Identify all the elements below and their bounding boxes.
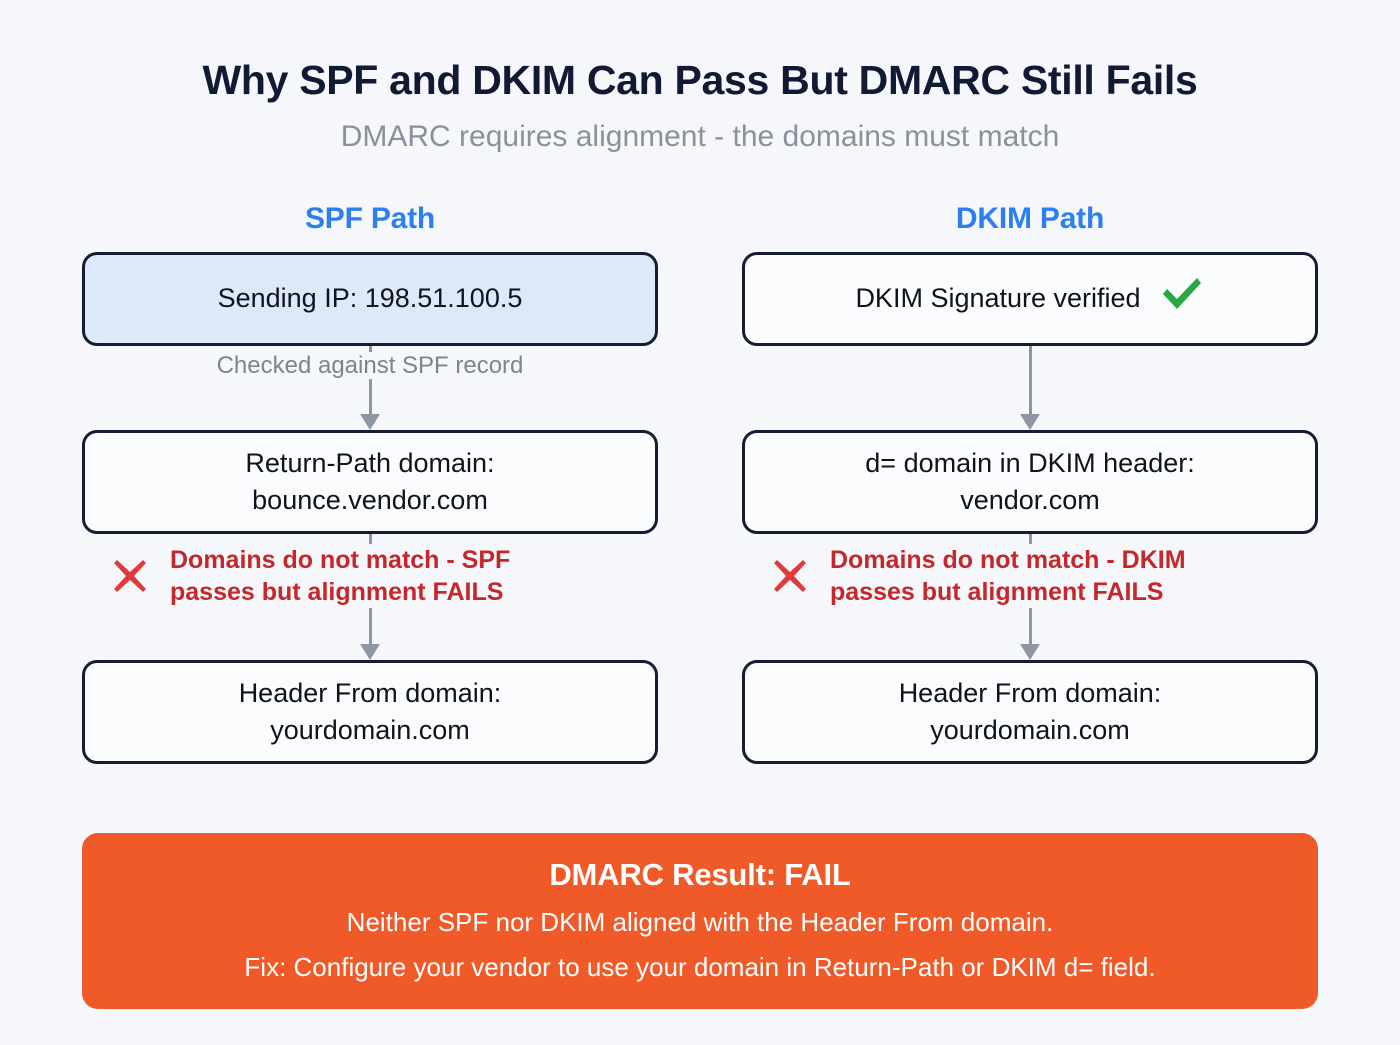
check-mark-icon [1159,274,1205,324]
connector-spf-2: Domains do not match - SPF passes but al… [82,534,658,660]
arrow-head-icon [1020,414,1040,430]
page-title: Why SPF and DKIM Can Pass But DMARC Stil… [202,57,1198,103]
node-spf-return-path: Return-Path domain: bounce.vendor.com [82,430,658,534]
connector-spf-1: Checked against SPF record [82,346,658,430]
arrow-head-icon [360,644,380,660]
column-heading-dkim: DKIM Path [955,202,1105,235]
node-spf-sending-ip-label: Sending IP: 198.51.100.5 [217,283,523,314]
node-dkim-signature: DKIM Signature verified [742,252,1318,346]
arrow-head-icon [360,414,380,430]
node-dkim-header-from: Header From domain: yourdomain.com [742,660,1318,764]
column-spf: SPF Path Sending IP: 198.51.100.5 Checke… [82,196,658,764]
x-mark-icon [768,554,812,598]
warning-text-spf: Domains do not match - SPF passes but al… [170,544,511,608]
node-dkim-header-from-label: Header From domain: yourdomain.com [898,677,1162,745]
column-dkim: DKIM Path DKIM Signature verified d= dom… [742,196,1318,764]
node-spf-return-path-label: Return-Path domain: bounce.vendor.com [245,447,495,515]
node-dkim-d-domain-label: d= domain in DKIM header: vendor.com [865,447,1195,515]
warning-text-dkim: Domains do not match - DKIM passes but a… [830,544,1186,608]
dmarc-result-line-1: Neither SPF nor DKIM aligned with the He… [346,907,1054,937]
arrow-line [1028,346,1032,416]
connector-dkim-1 [742,346,1318,430]
column-heading-spf: SPF Path [304,202,436,235]
node-spf-header-from-label: Header From domain: yourdomain.com [238,677,502,745]
dmarc-result-banner: DMARC Result: FAIL Neither SPF nor DKIM … [82,833,1318,1009]
node-dkim-signature-label: DKIM Signature verified [855,283,1141,314]
arrow-line [368,346,372,416]
node-dkim-d-domain: d= domain in DKIM header: vendor.com [742,430,1318,534]
flow-columns: SPF Path Sending IP: 198.51.100.5 Checke… [82,196,1318,764]
x-mark-icon [108,554,152,598]
dmarc-result-line-2: Fix: Configure your vendor to use your d… [244,952,1156,982]
page-subtitle: DMARC requires alignment - the domains m… [340,119,1060,153]
page-header: Why SPF and DKIM Can Pass But DMARC Stil… [0,0,1400,154]
arrow-head-icon [1020,644,1040,660]
node-spf-header-from: Header From domain: yourdomain.com [82,660,658,764]
dmarc-result-title: DMARC Result: FAIL [549,857,851,892]
node-spf-sending-ip: Sending IP: 198.51.100.5 [82,252,658,346]
connector-spf-1-label: Checked against SPF record [82,352,658,380]
connector-dkim-2: Domains do not match - DKIM passes but a… [742,534,1318,660]
